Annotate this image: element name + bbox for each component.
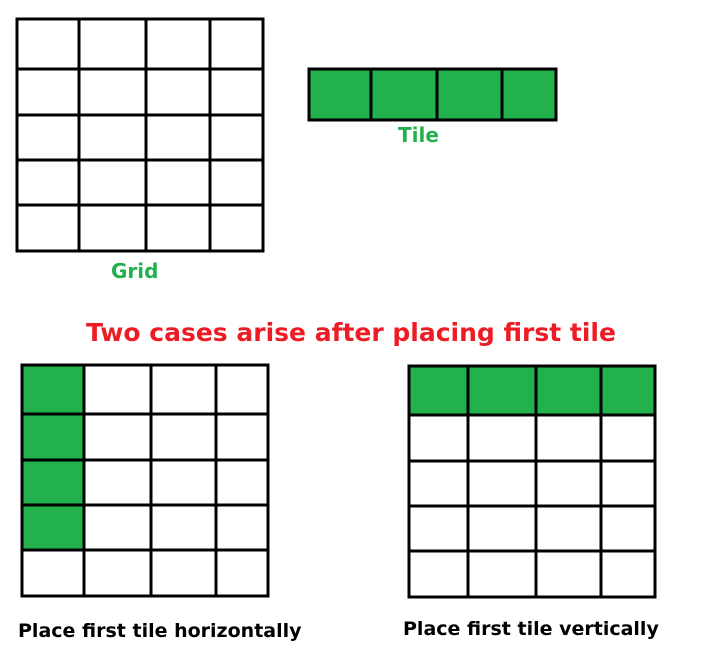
caption-vertical: Place first tile vertically [403, 618, 659, 640]
filled-cell [309, 69, 371, 120]
tile [307, 67, 558, 122]
tile-label: Tile [398, 123, 439, 147]
grid-label: Grid [111, 259, 159, 283]
filled-cell [409, 366, 468, 415]
filled-cell [22, 460, 84, 505]
empty-grid [15, 17, 265, 253]
filled-cell [22, 505, 84, 550]
caption-horizontal: Place first tile horizontally [18, 620, 302, 642]
filled-cell [601, 366, 655, 415]
filled-cell [536, 366, 601, 415]
filled-cell [371, 69, 437, 120]
heading: Two cases arise after placing first tile [86, 318, 616, 347]
grid-case-horizontal [20, 363, 270, 598]
filled-cell [437, 69, 502, 120]
filled-cell [468, 366, 536, 415]
grid-case-vertical [407, 364, 657, 599]
filled-cell [22, 414, 84, 460]
filled-cell [502, 69, 556, 120]
filled-cell [22, 365, 84, 414]
